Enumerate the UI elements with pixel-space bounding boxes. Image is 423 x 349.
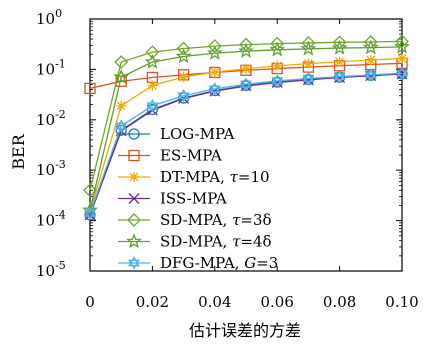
- x-tick-label: 0.02: [136, 293, 169, 311]
- data-point: [113, 68, 130, 84]
- x-tick-label: 0.06: [260, 293, 293, 311]
- legend-label: DFG-MPA, G=3: [160, 254, 278, 272]
- data-point: [177, 88, 190, 103]
- legend-label: DT-MPA, τ=10: [160, 168, 270, 186]
- legend-entry: DT-MPA, τ=10: [118, 168, 270, 186]
- data-point: [116, 100, 127, 111]
- data-point: [206, 44, 223, 60]
- data-point: [175, 48, 192, 64]
- data-point: [208, 82, 221, 96]
- legend-label: LOG-MPA: [160, 125, 235, 143]
- data-point: [178, 71, 189, 82]
- legend-label: ES-MPA: [160, 147, 222, 165]
- x-axis-label: 估计误差的方差: [189, 321, 301, 340]
- data-point: [238, 42, 254, 58]
- data-point: [271, 77, 283, 88]
- legend-swatch-marker: [129, 172, 139, 182]
- x-tick-label: 0.10: [385, 293, 418, 311]
- data-point: [300, 40, 317, 56]
- data-point: [146, 98, 159, 113]
- y-tick-label: 10-5: [36, 259, 66, 280]
- data-point: [144, 53, 161, 69]
- y-tick-label: 10-3: [36, 158, 66, 179]
- data-point: [115, 124, 127, 136]
- plot-frame: [89, 18, 403, 272]
- data-point: [397, 53, 407, 64]
- data-point: [114, 55, 129, 69]
- legend-entry: SD-MPA, τ=3δ: [118, 211, 272, 229]
- data-point: [334, 56, 345, 67]
- data-point: [240, 77, 252, 91]
- data-point: [396, 66, 408, 81]
- series-line: [89, 72, 403, 214]
- y-tick-label: 100: [36, 7, 62, 28]
- data-point: [333, 69, 346, 84]
- data-point: [302, 71, 315, 86]
- legend-label: SD-MPA, τ=4δ: [160, 233, 272, 251]
- data-point: [176, 41, 191, 56]
- legend-entry: LOG-MPA: [118, 125, 235, 143]
- data-point: [364, 68, 377, 82]
- x-tick-label: 0.08: [323, 293, 356, 311]
- data-point: [331, 39, 348, 55]
- data-point: [207, 39, 222, 54]
- data-point: [83, 183, 97, 198]
- data-point: [362, 39, 379, 55]
- data-point: [394, 38, 410, 54]
- legend-swatch-marker: [128, 149, 140, 162]
- x-tick-label: 0: [85, 293, 95, 311]
- data-point: [272, 60, 283, 71]
- legend-swatch-marker: [127, 213, 141, 227]
- y-axis-label: BER: [9, 133, 28, 169]
- data-point: [271, 74, 284, 88]
- legend-entry: SD-MPA, τ=4δ: [118, 233, 272, 251]
- legend-entry: ISS-MPA: [118, 190, 227, 208]
- data-point: [145, 45, 160, 60]
- data-point: [84, 206, 96, 221]
- data-point: [147, 80, 158, 91]
- legend-swatch-marker: [128, 193, 140, 204]
- legend-swatch-marker: [128, 128, 140, 140]
- data-point: [115, 119, 128, 133]
- legend-swatch-marker: [128, 256, 140, 270]
- series-6: [84, 66, 408, 221]
- y-tick-label: 10-1: [36, 57, 66, 78]
- data-point: [365, 55, 376, 66]
- data-point: [302, 74, 314, 86]
- legend-swatch-marker: [126, 233, 142, 249]
- series-line: [89, 46, 403, 211]
- legend-entry: ES-MPA: [118, 147, 222, 165]
- y-tick-label: 10-4: [36, 209, 66, 230]
- data-point: [269, 41, 286, 57]
- legend-label: ISS-MPA: [160, 190, 227, 208]
- series-5: [82, 38, 410, 218]
- data-point: [303, 58, 314, 69]
- legend-label: SD-MPA, τ=3δ: [160, 211, 272, 229]
- data-point: [209, 67, 220, 78]
- x-tick-label: 0.04: [198, 293, 231, 311]
- data-point: [241, 63, 251, 74]
- legend-entry: DFG-MPA, G=3: [118, 254, 278, 272]
- data-point: [84, 82, 96, 95]
- y-tick-label: 10-2: [36, 108, 66, 129]
